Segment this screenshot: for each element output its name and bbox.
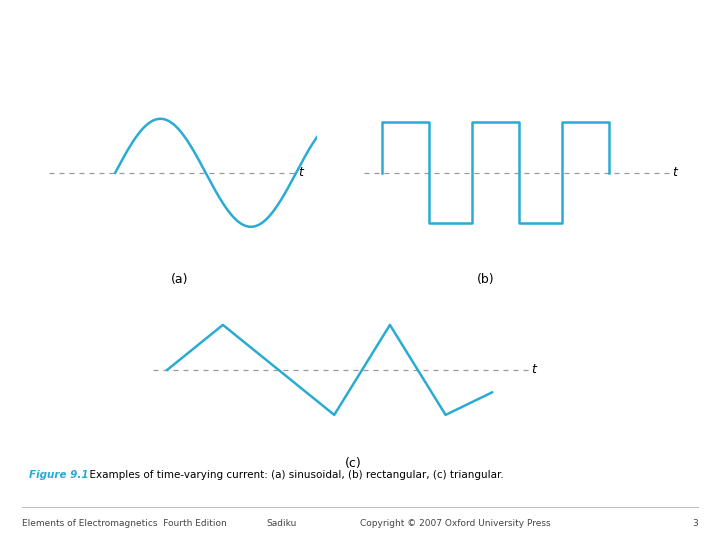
Text: (c): (c) bbox=[344, 457, 361, 470]
Text: (b): (b) bbox=[477, 273, 495, 286]
Text: t: t bbox=[298, 166, 303, 179]
Text: 3: 3 bbox=[693, 519, 698, 529]
Text: (a): (a) bbox=[171, 273, 189, 286]
Text: t: t bbox=[531, 363, 536, 376]
Text: Figure 9.1: Figure 9.1 bbox=[29, 470, 89, 480]
Text: t: t bbox=[672, 166, 677, 179]
Text: Elements of Electromagnetics  Fourth Edition: Elements of Electromagnetics Fourth Edit… bbox=[22, 519, 226, 529]
Text: Copyright © 2007 Oxford University Press: Copyright © 2007 Oxford University Press bbox=[360, 519, 551, 529]
Text: Sadiku: Sadiku bbox=[266, 519, 297, 529]
Text: Examples of time-varying current: (a) sinusoidal, (b) rectangular, (c) triangula: Examples of time-varying current: (a) si… bbox=[83, 470, 503, 480]
